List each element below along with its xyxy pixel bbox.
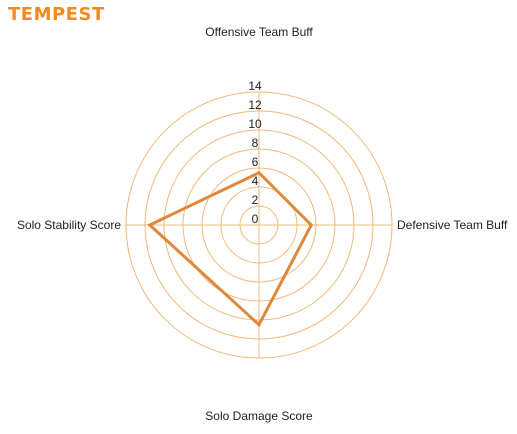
tick-label-12: 12	[248, 98, 262, 112]
radar-tick-labels: 0 2 4 6 8 10 12 14	[248, 79, 262, 226]
series-polygon-0	[147, 170, 314, 328]
radar-grid	[125, 91, 393, 359]
axis-label-defensive-team-buff: Defensive Team Buff	[397, 218, 508, 232]
tick-label-10: 10	[248, 117, 262, 131]
tick-label-8: 8	[252, 136, 259, 150]
series-point-3	[148, 223, 152, 227]
series-point-0	[257, 171, 261, 175]
tick-label-4: 4	[252, 174, 259, 188]
axis-label-offensive-team-buff: Offensive Team Buff	[205, 25, 313, 39]
series-point-2	[257, 323, 261, 327]
axis-label-solo-stability-score: Solo Stability Score	[17, 218, 121, 232]
tick-label-2: 2	[252, 193, 259, 207]
tick-label-6: 6	[252, 155, 259, 169]
axis-label-solo-damage-score: Solo Damage Score	[205, 409, 313, 423]
series-point-1	[309, 223, 313, 227]
radar-series-layer	[147, 170, 314, 328]
tick-label-0: 0	[252, 212, 259, 226]
radar-axis-labels: Offensive Team Buff Defensive Team Buff …	[17, 25, 508, 423]
chart-title: TEMPEST	[8, 4, 105, 25]
tick-label-14: 14	[248, 79, 262, 93]
